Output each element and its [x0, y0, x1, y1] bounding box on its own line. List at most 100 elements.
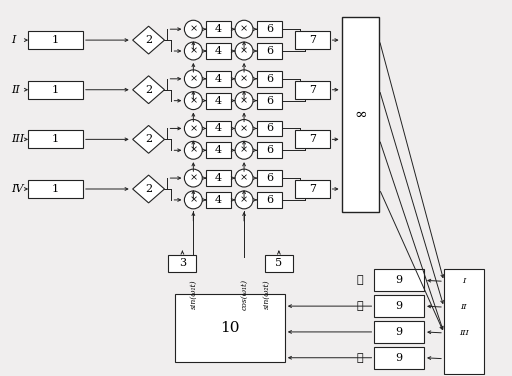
Bar — [265, 255, 293, 272]
Text: ×: × — [240, 47, 248, 56]
Circle shape — [235, 169, 253, 187]
Bar — [257, 120, 282, 136]
Bar — [206, 93, 231, 109]
Circle shape — [235, 141, 253, 159]
Bar — [374, 347, 424, 368]
Text: 4: 4 — [215, 173, 222, 183]
Circle shape — [184, 141, 202, 159]
Text: 4: 4 — [215, 46, 222, 56]
Text: 6: 6 — [266, 173, 273, 183]
Text: III: III — [11, 134, 25, 144]
Bar — [257, 21, 282, 37]
Text: 6: 6 — [266, 24, 273, 34]
Text: II: II — [11, 85, 20, 95]
Text: 9: 9 — [396, 275, 403, 285]
Text: 7: 7 — [309, 35, 316, 45]
Polygon shape — [133, 126, 164, 153]
Text: 4: 4 — [215, 145, 222, 155]
Text: 4: 4 — [215, 24, 222, 34]
Text: ×: × — [240, 124, 248, 133]
Bar — [206, 21, 231, 37]
Text: 7: 7 — [309, 184, 316, 194]
Text: 3: 3 — [179, 258, 186, 268]
Text: 4: 4 — [215, 96, 222, 106]
Text: ×: × — [240, 146, 248, 155]
Circle shape — [184, 191, 202, 209]
Text: I: I — [462, 277, 465, 285]
Text: 6: 6 — [266, 74, 273, 84]
Bar — [295, 31, 330, 49]
Text: 6: 6 — [266, 96, 273, 106]
Text: 1: 1 — [52, 35, 59, 45]
Text: 4: 4 — [215, 123, 222, 133]
Bar — [206, 43, 231, 59]
Bar — [28, 31, 83, 49]
Text: 9: 9 — [396, 353, 403, 363]
Text: ×: × — [189, 47, 198, 56]
Bar — [257, 192, 282, 208]
Text: 1: 1 — [52, 85, 59, 95]
Text: 六: 六 — [356, 301, 362, 311]
Circle shape — [184, 169, 202, 187]
Bar — [206, 143, 231, 158]
Text: ×: × — [189, 196, 198, 205]
Bar — [257, 93, 282, 109]
Text: ×: × — [189, 174, 198, 183]
Bar — [168, 255, 196, 272]
Bar — [176, 294, 285, 362]
Bar — [295, 180, 330, 198]
Text: IV: IV — [11, 184, 24, 194]
Text: ×: × — [189, 25, 198, 34]
Bar — [374, 321, 424, 343]
Text: I: I — [11, 35, 16, 45]
Text: ×: × — [240, 96, 248, 105]
Text: 9: 9 — [396, 327, 403, 337]
Bar — [342, 17, 379, 212]
Text: 9: 9 — [396, 301, 403, 311]
Text: ×: × — [240, 196, 248, 205]
Circle shape — [184, 120, 202, 137]
Circle shape — [235, 92, 253, 109]
Bar — [374, 295, 424, 317]
Circle shape — [184, 42, 202, 60]
Circle shape — [184, 92, 202, 109]
Text: ×: × — [189, 124, 198, 133]
Text: ×: × — [189, 74, 198, 83]
Bar — [28, 130, 83, 148]
Text: sin(ω₁t): sin(ω₁t) — [189, 279, 197, 309]
Text: ×: × — [240, 25, 248, 34]
Text: sin(ω₂t): sin(ω₂t) — [263, 279, 271, 309]
Bar — [257, 71, 282, 87]
Text: 2: 2 — [145, 184, 152, 194]
Bar — [444, 269, 484, 374]
Bar — [206, 192, 231, 208]
Text: ×: × — [189, 146, 198, 155]
Circle shape — [235, 191, 253, 209]
Text: 七: 七 — [356, 353, 362, 363]
Text: 6: 6 — [266, 46, 273, 56]
Circle shape — [235, 42, 253, 60]
Text: ∞: ∞ — [354, 108, 367, 121]
Text: 7: 7 — [309, 85, 316, 95]
Text: 4: 4 — [215, 74, 222, 84]
Text: 五: 五 — [356, 275, 362, 285]
Text: II: II — [461, 303, 467, 311]
Text: 6: 6 — [266, 123, 273, 133]
Text: 6: 6 — [266, 195, 273, 205]
Bar — [28, 81, 83, 99]
Circle shape — [235, 70, 253, 88]
Text: 2: 2 — [145, 35, 152, 45]
Bar — [206, 71, 231, 87]
Bar — [295, 81, 330, 99]
Text: 7: 7 — [309, 134, 316, 144]
Text: ×: × — [240, 174, 248, 183]
Text: 5: 5 — [275, 258, 283, 268]
Text: ×: × — [189, 96, 198, 105]
Text: 10: 10 — [220, 321, 240, 335]
Text: 6: 6 — [266, 145, 273, 155]
Bar — [257, 143, 282, 158]
Text: ×: × — [240, 74, 248, 83]
Bar — [206, 120, 231, 136]
Polygon shape — [133, 76, 164, 104]
Text: 2: 2 — [145, 134, 152, 144]
